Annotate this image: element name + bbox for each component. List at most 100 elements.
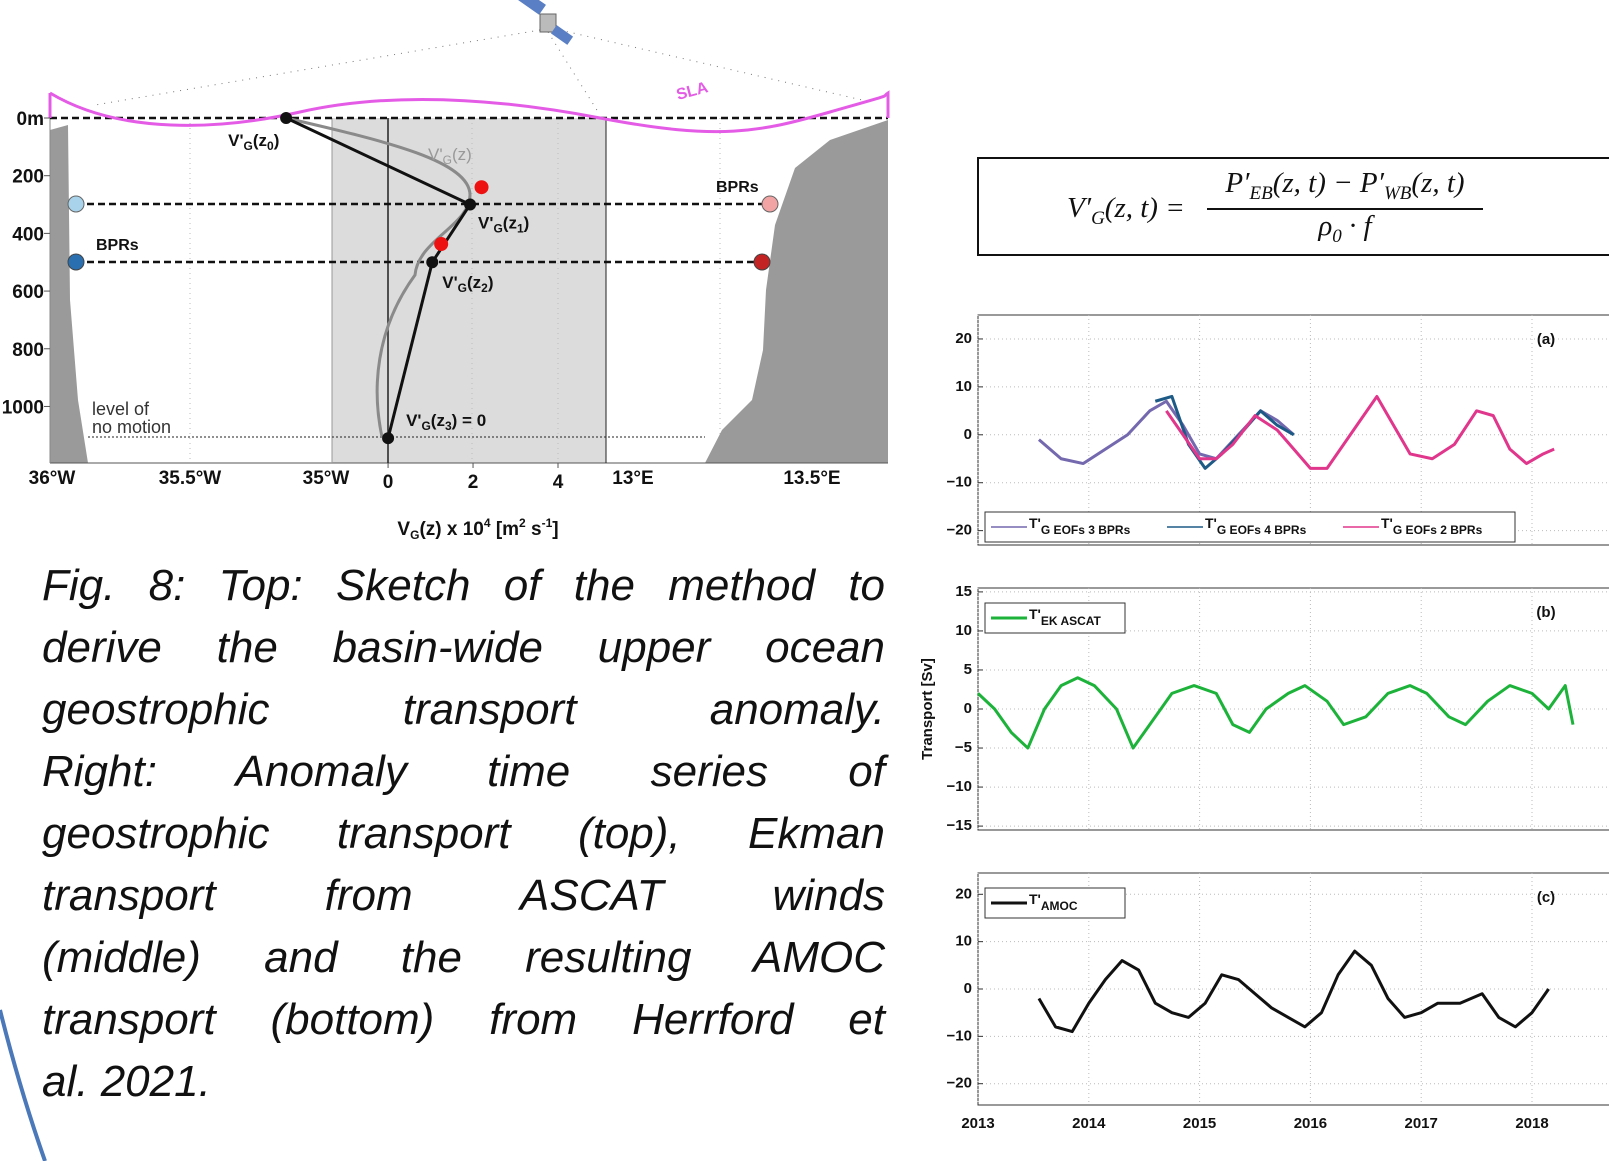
legend-name: T': [1205, 515, 1217, 531]
bpr-label: BPRs: [96, 237, 139, 254]
x-tick-label: 35.5°W: [159, 468, 222, 489]
x-tick-label: 2013: [961, 1115, 994, 1132]
eq-text: 0: [1332, 226, 1342, 247]
bpr-marker: [762, 196, 778, 212]
y-tick-label: 10: [955, 622, 972, 639]
profile-point: [280, 112, 292, 124]
eq-text: (z, t) −: [1273, 167, 1360, 199]
panel-label: (a): [1537, 331, 1555, 348]
x-tick-label: 2015: [1183, 1115, 1216, 1132]
x-tick-label: 13.5°E: [783, 468, 840, 489]
bathymetry-right: [705, 120, 888, 463]
y-tick-label: 200: [12, 167, 44, 188]
eq-text: V′: [1067, 192, 1091, 224]
panel-label: (b): [1536, 604, 1555, 621]
sketch-x-label: VG(z) x 104 [m2 s-1]: [397, 516, 558, 542]
label-part: (z: [431, 411, 445, 430]
label-part: G: [493, 222, 502, 236]
sketch: [50, 0, 888, 463]
bpr-estimate: [434, 237, 448, 251]
label-part: G: [458, 281, 467, 295]
eq-text: · f: [1342, 210, 1372, 242]
x-tick-label: 2016: [1294, 1115, 1327, 1132]
y-tick-label: −15: [947, 817, 972, 834]
profile-label: V'G(z0): [228, 131, 279, 153]
y-tick-label: −5: [955, 739, 972, 756]
x-tick-label: 35°W: [303, 468, 350, 489]
y-tick-label: 15: [955, 583, 972, 600]
panel-label: (c): [1537, 889, 1555, 906]
bpr-estimate: [475, 180, 489, 194]
y-axis-label: Transport [Sv]: [919, 658, 936, 760]
legend-sub: G EOFs 3 BPRs: [1041, 523, 1131, 537]
legend-name: T': [1029, 606, 1041, 622]
eq-text: (z, t) =: [1105, 192, 1185, 224]
legend-sub: EK ASCAT: [1041, 614, 1102, 628]
label-part: ): [524, 214, 530, 233]
eq-text: P′: [1360, 167, 1384, 199]
y-tick-label: 10: [955, 933, 972, 950]
eq-text: (z, t): [1411, 167, 1464, 199]
border-arc: [0, 1010, 45, 1161]
eq-text: EB: [1249, 183, 1272, 204]
caption-line: geostrophic transport (top), Ekman: [42, 803, 885, 865]
legend-name: T': [1029, 891, 1041, 907]
profile-point: [426, 256, 438, 268]
eq-text: WB: [1384, 183, 1411, 204]
equation: V′G(z, t) = P′EB(z, t) − P′WB(z, t) ρ0 ·…: [977, 157, 1609, 256]
label-part: ) = 0: [452, 411, 487, 430]
legend-name: T': [1381, 515, 1393, 531]
legend-sub: G EOFs 2 BPRs: [1393, 523, 1483, 537]
y-tick-label: 0: [964, 700, 972, 717]
y-tick-label: 20: [955, 885, 972, 902]
sla-label: SLA: [675, 79, 711, 104]
page: {"sketch":{"depth_lim":[0,1196],"depth_t…: [0, 0, 1609, 1161]
eq-text: ρ: [1318, 210, 1332, 242]
bpr-marker: [754, 254, 770, 270]
legend-sub: AMOC: [1041, 899, 1078, 913]
y-tick-label: 0: [964, 980, 972, 997]
label-part: (z): [452, 145, 472, 164]
label-part: ): [274, 131, 280, 150]
y-tick-label: 0m: [17, 109, 44, 130]
bpr-marker: [68, 196, 84, 212]
eq-text: P′: [1225, 167, 1249, 199]
y-tick-label: 800: [12, 340, 44, 361]
y-tick-label: 0: [964, 426, 972, 443]
y-tick-label: 20: [955, 330, 972, 347]
label-part: G: [443, 153, 452, 167]
label-part: (z: [503, 214, 517, 233]
x-tick-label: 4: [553, 472, 564, 493]
caption-line: (middle) and the resulting AMOC: [42, 927, 885, 989]
label-part: ): [488, 273, 494, 292]
plot-area: [978, 315, 1609, 545]
x-tick-label: 2017: [1405, 1115, 1438, 1132]
y-tick-label: 400: [12, 224, 44, 245]
label-part: G: [421, 419, 430, 433]
annotation: level of: [92, 399, 150, 419]
label-part: G: [244, 139, 253, 153]
y-tick-label: −10: [947, 778, 972, 795]
caption-line: transport (bottom) from Herrford et: [42, 989, 885, 1051]
caption-line: transport from ASCAT winds: [42, 865, 885, 927]
eq-text: G: [1091, 208, 1105, 229]
y-tick-label: 1000: [2, 397, 44, 418]
y-tick-label: −10: [947, 474, 972, 491]
bpr-marker: [68, 254, 84, 270]
label-part: V': [442, 273, 457, 292]
annotation: no motion: [92, 417, 171, 437]
x-tick-label: 2018: [1515, 1115, 1548, 1132]
y-tick-label: −10: [947, 1027, 972, 1044]
label-part: (z: [467, 273, 481, 292]
caption-line: geostrophic transport anomaly.: [42, 679, 885, 741]
profile-point: [382, 432, 394, 444]
label-part: (z: [253, 131, 267, 150]
y-tick-label: −20: [947, 522, 972, 539]
x-tick-label: 36°W: [29, 468, 76, 489]
x-tick-label: 0: [383, 472, 394, 493]
caption-line: al. 2021.: [42, 1051, 885, 1113]
x-tick-label: 13°E: [612, 468, 653, 489]
label-part: V': [406, 411, 421, 430]
y-tick-label: 600: [12, 282, 44, 303]
